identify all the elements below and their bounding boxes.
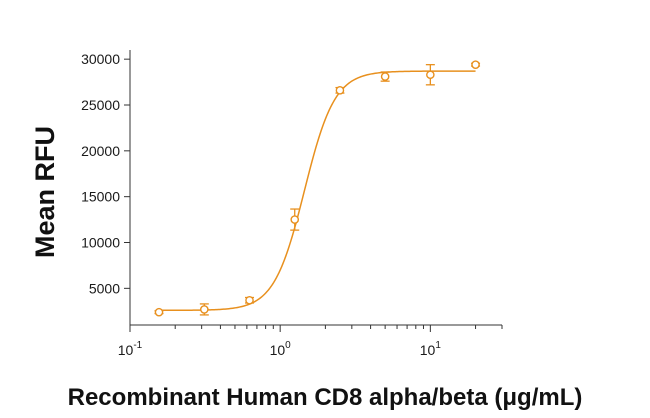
y-tick-label: 20000 xyxy=(81,143,120,159)
x-tick-label: 10-1 xyxy=(118,340,143,358)
data-point xyxy=(290,215,300,224)
data-point xyxy=(200,305,209,314)
x-tick-label: 100 xyxy=(270,340,292,358)
y-tick-label: 5000 xyxy=(89,280,120,296)
y-axis-title: Mean RFU xyxy=(30,126,60,258)
y-tick-label: 25000 xyxy=(81,97,120,113)
data-point xyxy=(154,307,164,317)
x-axis-title: Recombinant Human CD8 alpha/beta (μg/mL) xyxy=(68,384,583,411)
data-point xyxy=(335,86,345,95)
y-tick-label: 30000 xyxy=(81,51,120,67)
x-tick-label: 101 xyxy=(420,340,442,358)
fit-curve-layer xyxy=(159,70,476,312)
axes: 5000 10000 15000 20000 25000 30000 10-1 100 101 xyxy=(81,50,503,358)
y-tick-label: 10000 xyxy=(81,235,120,251)
data-point xyxy=(426,70,435,80)
fit-curve xyxy=(159,70,476,312)
data-points-layer xyxy=(154,60,481,317)
data-point xyxy=(245,295,254,305)
data-point xyxy=(380,72,390,81)
data-point xyxy=(471,60,480,69)
y-tick-label: 15000 xyxy=(81,189,120,205)
